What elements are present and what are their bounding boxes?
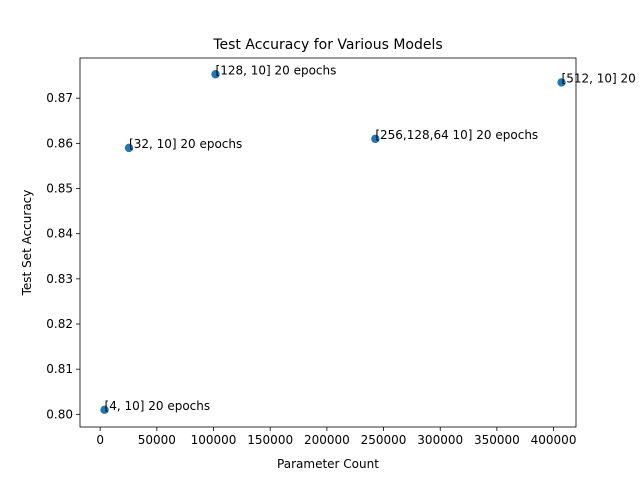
- y-tick-label: 0.83: [46, 272, 73, 286]
- x-axis-label: Parameter Count: [277, 457, 379, 471]
- y-axis: 0.80 0.81 0.82 0.83 0.84 0.85 0.86 0.87: [46, 91, 80, 421]
- x-tick-label: 50000: [138, 433, 176, 447]
- x-tick-label: 350000: [474, 433, 520, 447]
- data-point: [557, 78, 566, 87]
- data-point-label: [256,128,64 10] 20 epochs: [375, 128, 538, 142]
- x-tick-label: 100000: [191, 433, 237, 447]
- data-points: [100, 70, 566, 415]
- data-point-label: [32, 10] 20 epochs: [129, 137, 242, 151]
- x-tick-label: 300000: [417, 433, 463, 447]
- data-point: [124, 143, 134, 153]
- y-tick-label: 0.86: [46, 136, 73, 150]
- x-tick-label: 250000: [361, 433, 407, 447]
- x-tick-label: 400000: [531, 433, 577, 447]
- y-tick-label: 0.87: [46, 91, 73, 105]
- y-tick-label: 0.82: [46, 317, 73, 331]
- y-axis-label: Test Set Accuracy: [20, 190, 34, 297]
- y-tick-label: 0.85: [46, 182, 73, 196]
- x-tick-label: 150000: [247, 433, 293, 447]
- plot-frame: [79, 57, 577, 428]
- y-tick-label: 0.81: [46, 362, 73, 376]
- plot-area: [79, 57, 577, 428]
- chart-title: Test Accuracy for Various Models: [212, 37, 442, 53]
- data-point-label: [512, 10] 20: [562, 71, 636, 85]
- data-point: [371, 134, 380, 144]
- data-point: [211, 70, 220, 79]
- x-tick-label: 0: [96, 433, 104, 447]
- data-point-label: [4, 10] 20 epochs: [105, 399, 211, 413]
- x-tick-label: 200000: [304, 433, 350, 447]
- y-tick-label: 0.80: [46, 407, 73, 421]
- y-tick-label: 0.84: [46, 227, 73, 241]
- data-point: [100, 405, 109, 415]
- data-point-labels: [4, 10] 20 epochs [32, 10] 20 epochs [128,…: [105, 63, 636, 413]
- x-axis: 0 50000 100000 150000 200000 250000 300000 3500…: [96, 427, 576, 447]
- data-point-label: [128, 10] 20 epochs: [216, 63, 337, 77]
